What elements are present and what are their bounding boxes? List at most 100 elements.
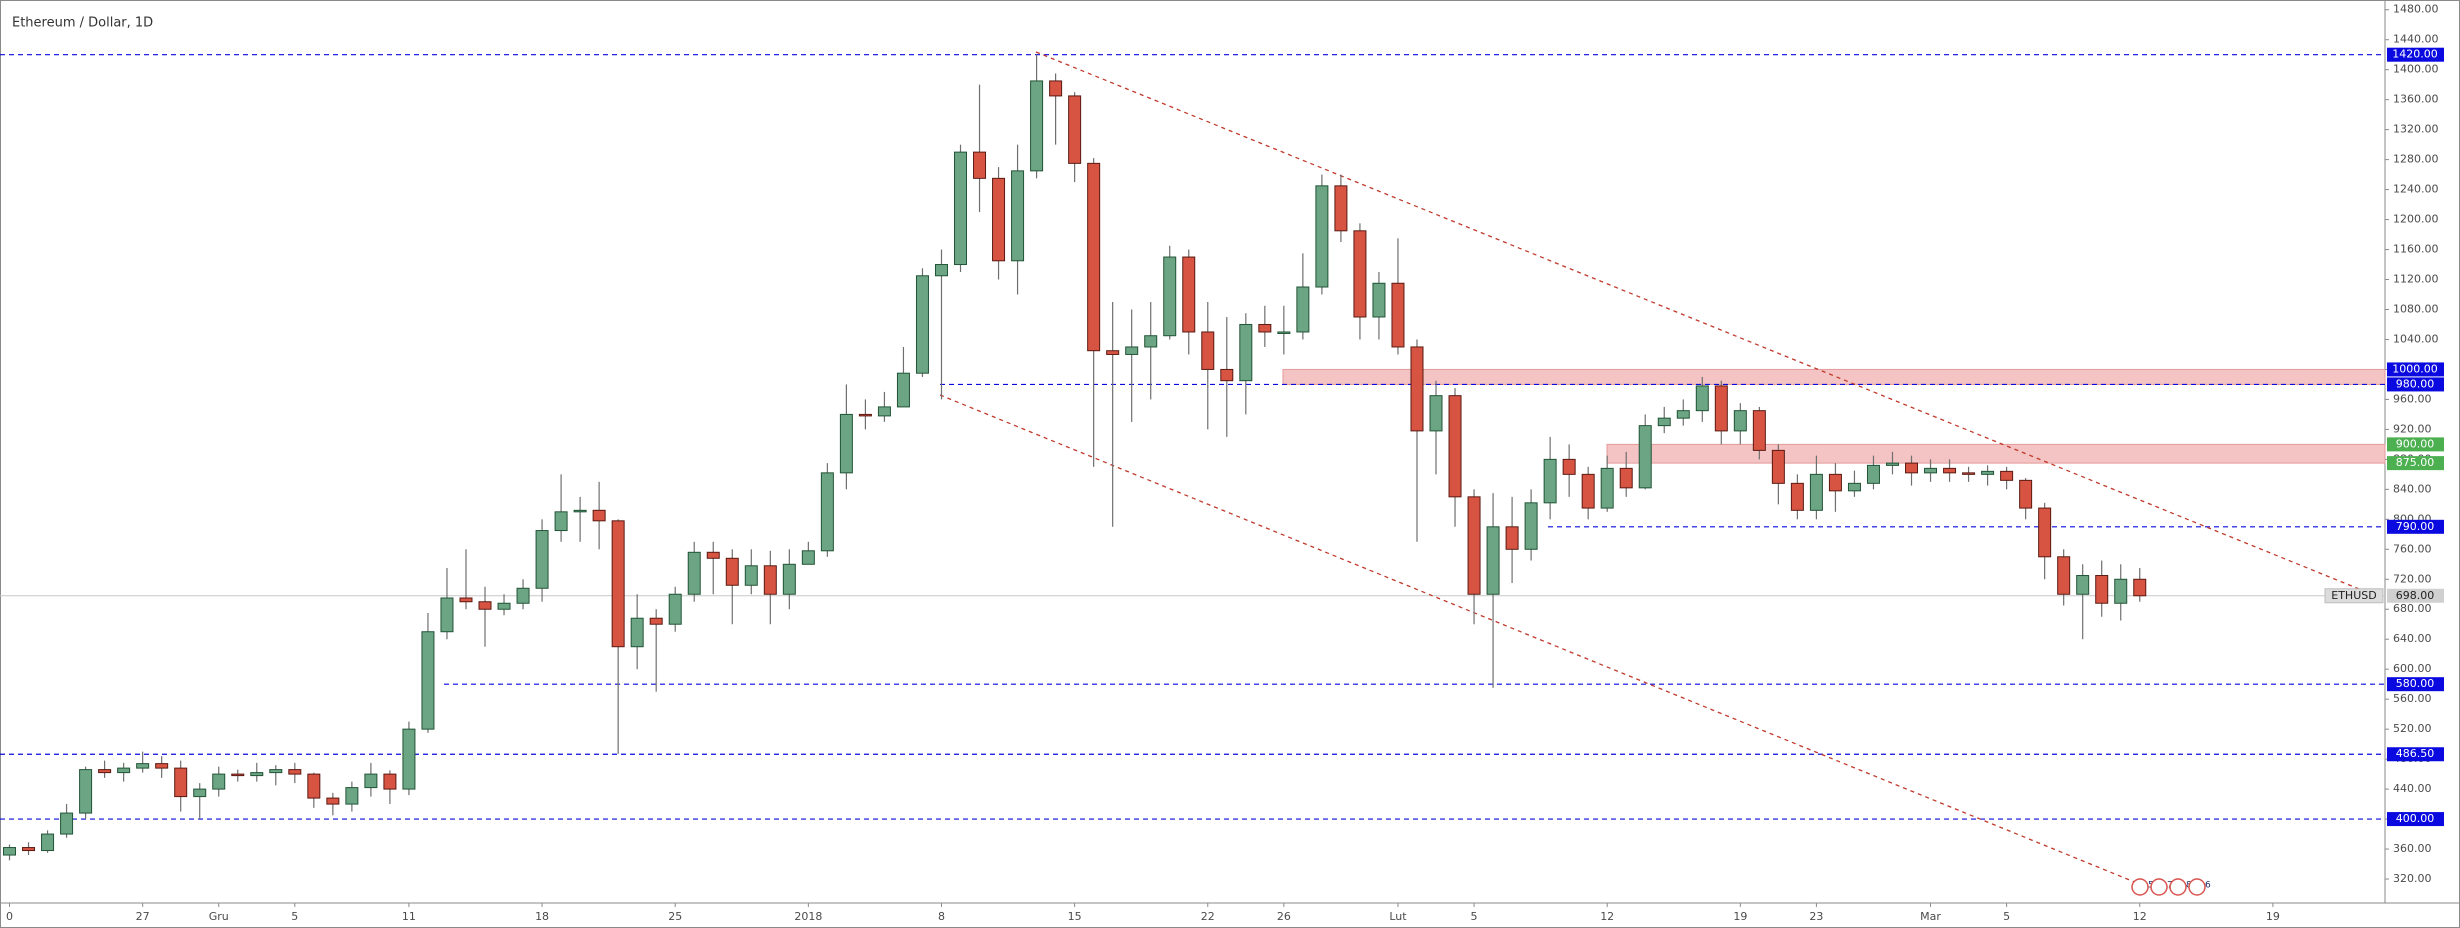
- x-tick-label: 11: [402, 910, 416, 923]
- candle-body: [155, 763, 169, 769]
- level-label-box: [2387, 747, 2444, 762]
- candle-body: [1391, 282, 1405, 348]
- candle-body: [858, 413, 872, 417]
- candle-body: [1182, 256, 1196, 333]
- candle-body: [1125, 346, 1139, 355]
- candle-body: [1600, 467, 1614, 509]
- x-tick-label: 15: [1068, 910, 1082, 923]
- last-price-label: 698.00: [2396, 589, 2435, 602]
- candle-body: [1315, 185, 1329, 288]
- candle-body: [1581, 473, 1595, 509]
- candle-body: [269, 769, 283, 774]
- y-tick-label: 1320.00: [2393, 123, 2439, 136]
- candle-body: [1638, 425, 1652, 489]
- candle-body: [934, 264, 948, 277]
- candle-body: [611, 520, 625, 648]
- candle-body: [1885, 462, 1899, 466]
- candle-body: [1524, 502, 1538, 550]
- level-label: 980.00: [2396, 377, 2435, 390]
- x-tick-label: Lut: [1389, 910, 1407, 923]
- candle-body: [1809, 473, 1823, 511]
- y-tick-label: 960.00: [2393, 392, 2432, 405]
- x-tick-label: 12: [1600, 910, 1614, 923]
- x-tick-label: 12: [2133, 910, 2147, 923]
- candle-body: [1771, 449, 1785, 484]
- candle-body: [630, 617, 644, 648]
- candle-body: [1562, 458, 1576, 475]
- candle-body: [1695, 385, 1709, 412]
- candle-body: [801, 550, 815, 565]
- candle-body: [22, 847, 36, 852]
- candle-body: [2038, 507, 2052, 558]
- y-tick-label: 760.00: [2393, 542, 2432, 555]
- y-tick-label: 1040.00: [2393, 332, 2439, 345]
- level-label-box: [2387, 677, 2444, 692]
- candle-body: [2000, 470, 2014, 481]
- candle-body: [1087, 162, 1101, 352]
- event-marker: [2131, 878, 2149, 896]
- x-tick-label: 2018: [794, 910, 822, 923]
- candle-body: [1163, 256, 1177, 337]
- y-tick-label: 1440.00: [2393, 33, 2439, 46]
- candle-body: [1733, 410, 1747, 432]
- candle-body: [60, 812, 74, 835]
- candle-body: [1981, 470, 1995, 475]
- candle-body: [1144, 335, 1158, 348]
- candle-body: [535, 530, 549, 589]
- candle-body: [459, 597, 473, 603]
- candle-body: [41, 833, 55, 852]
- candle-body: [478, 601, 492, 610]
- level-label: 875.00: [2396, 456, 2435, 469]
- y-tick-label: 1360.00: [2393, 93, 2439, 106]
- candle-body: [1467, 496, 1481, 595]
- x-tick-label: 5: [291, 910, 298, 923]
- y-tick-label: 840.00: [2393, 482, 2432, 495]
- y-tick-label: 1160.00: [2393, 243, 2439, 256]
- x-tick-label: 18: [535, 910, 549, 923]
- candle-body: [288, 769, 302, 775]
- candle-body: [1277, 331, 1291, 334]
- zone: [1282, 368, 2386, 385]
- candle-body: [2076, 575, 2090, 595]
- candle-body: [992, 177, 1006, 262]
- candle-body: [3, 847, 17, 856]
- candle-body: [973, 151, 987, 179]
- candle-body: [1752, 410, 1766, 451]
- candle-body: [231, 773, 245, 777]
- event-marker: [2169, 878, 2187, 896]
- last-price-box: [2387, 588, 2444, 603]
- candle-body: [421, 631, 435, 730]
- candle-body: [554, 511, 568, 532]
- candle-body: [687, 551, 701, 595]
- x-tick-label: 25: [668, 910, 682, 923]
- candle-body: [1372, 282, 1386, 318]
- candle-body: [98, 769, 112, 774]
- level-label: 1420.00: [2392, 48, 2438, 61]
- level-label: 1000.00: [2392, 362, 2438, 375]
- candle-body: [1106, 350, 1120, 355]
- candle-body: [2019, 479, 2033, 509]
- event-marker: [2150, 878, 2168, 896]
- candle-body: [1619, 467, 1633, 489]
- y-tick-label: 720.00: [2393, 572, 2432, 585]
- candle-body: [1486, 526, 1500, 595]
- chart-title: Ethereum / Dollar, 1D: [12, 16, 153, 31]
- candle-body: [1676, 410, 1690, 419]
- candle-body: [1866, 464, 1880, 484]
- y-tick-label: 320.00: [2393, 872, 2432, 885]
- level-label-box: [2387, 812, 2444, 827]
- candle-body: [1448, 395, 1462, 498]
- candle-body: [193, 788, 207, 798]
- candle-body: [954, 151, 968, 266]
- y-tick-label: 360.00: [2393, 842, 2432, 855]
- x-tick-label: 0: [6, 910, 13, 923]
- level-label: 400.00: [2396, 812, 2435, 825]
- candle-body: [1334, 185, 1348, 232]
- level-label-box: [2387, 47, 2444, 62]
- candle-body: [2114, 578, 2128, 604]
- candle-body: [1353, 230, 1367, 318]
- level-label: 486.50: [2396, 747, 2435, 760]
- x-tick-label: 23: [1809, 910, 1823, 923]
